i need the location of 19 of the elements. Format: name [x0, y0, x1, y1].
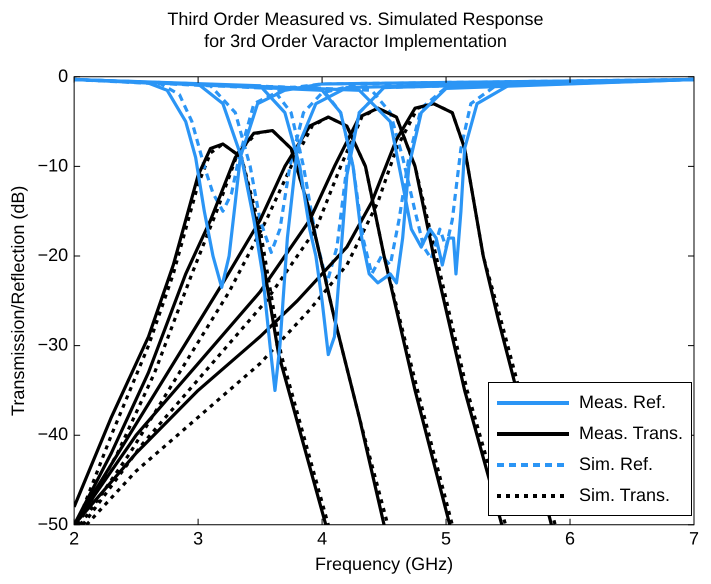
chart-title: Third Order Measured vs. Simulated Response for 3rd Order Varactor Implementation: [166, 8, 545, 52]
y-axis-title: Transmission/Reflection (dB): [8, 186, 28, 416]
legend-label: Sim. Ref.: [578, 454, 653, 475]
x-axis-title: Frequency (GHz): [315, 554, 454, 574]
x-tick-label: 2: [69, 528, 80, 549]
y-tick-label: −40: [38, 424, 68, 444]
x-tick-label: 3: [193, 528, 204, 549]
legend-label: Meas. Ref.: [578, 392, 666, 413]
y-tick-label: 0: [58, 66, 68, 86]
y-tick-label: −10: [38, 155, 68, 176]
y-tick-label: −30: [38, 334, 68, 355]
x-tick-label: 6: [565, 528, 576, 549]
x-tick-label: 5: [441, 528, 452, 549]
legend-label: Meas. Trans.: [578, 423, 683, 444]
y-tick-label: −50: [38, 514, 68, 534]
y-tick-label: −20: [38, 244, 68, 265]
x-tick-label: 7: [688, 528, 699, 549]
legend-label: Sim. Trans.: [578, 485, 670, 506]
x-tick-label: 4: [317, 528, 328, 549]
